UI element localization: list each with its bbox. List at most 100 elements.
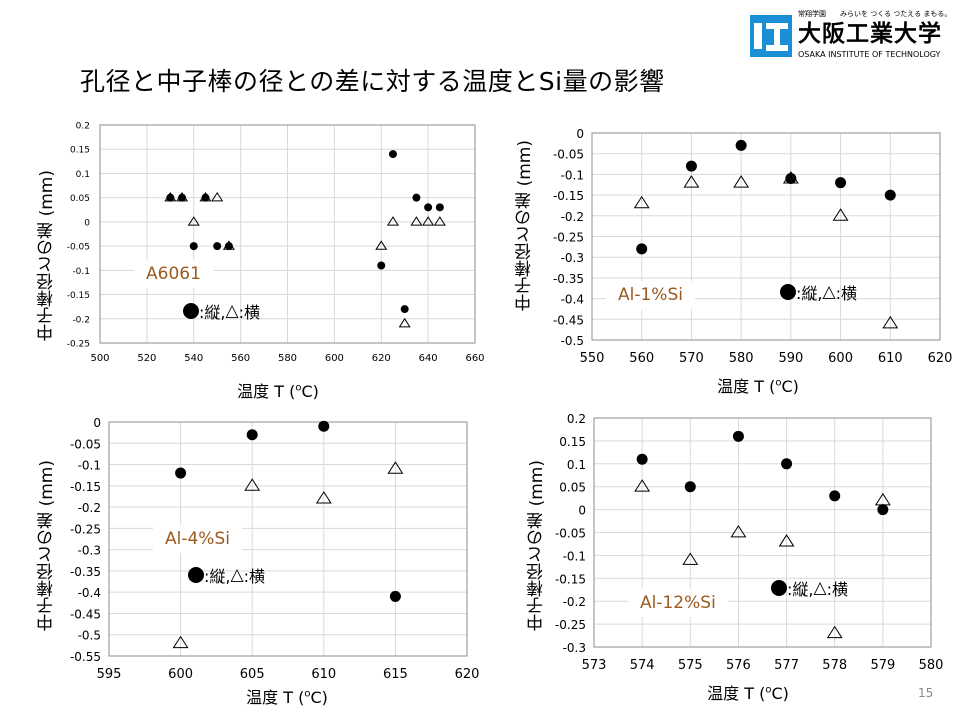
- y-tick-label: -0.2: [563, 595, 586, 609]
- chart-3-ylabel: 中子棒径との差 (mm): [37, 460, 57, 631]
- y-tick-label: 0: [84, 218, 90, 228]
- data-point-circle: [684, 481, 696, 493]
- x-tick-label: 575: [678, 658, 703, 673]
- y-tick-label: -0.2: [72, 315, 90, 325]
- data-point-triangle: [682, 552, 699, 565]
- x-tick-label: 595: [97, 667, 122, 682]
- triangle-marker-icon: △: [813, 578, 827, 598]
- y-tick-label: -0.05: [553, 148, 584, 162]
- y-tick-label: -0.1: [78, 459, 101, 473]
- y-tick-label: -0.1: [561, 168, 584, 182]
- x-tick-label: 500: [90, 353, 109, 364]
- data-point-triangle: [375, 240, 388, 250]
- circle-marker-icon: [188, 567, 204, 583]
- chart-3-xlabel: 温度 T (oC): [246, 688, 328, 707]
- data-point-circle: [732, 430, 744, 442]
- data-point-triangle: [211, 191, 224, 202]
- x-tick-label: 573: [582, 658, 607, 673]
- y-tick-label: -0.4: [561, 293, 584, 307]
- y-tick-label: -0.55: [70, 650, 101, 664]
- y-tick-label: -0.35: [70, 565, 101, 579]
- data-point-triangle: [882, 315, 899, 329]
- y-tick-label: 0.1: [567, 458, 586, 472]
- data-point-triangle: [199, 191, 212, 202]
- x-tick-label: 600: [325, 353, 344, 364]
- logo-tagline: 常翔学園 みらいを つくる つたえる まもる。: [798, 10, 952, 18]
- x-tick-label: 620: [372, 353, 391, 364]
- x-tick-label: 660: [465, 353, 484, 364]
- plot-frame: [593, 417, 932, 648]
- x-tick-label: 576: [726, 658, 751, 673]
- y-tick-label: -0.2: [561, 210, 584, 224]
- data-point-circle: [246, 429, 258, 441]
- data-point-circle: [435, 203, 444, 212]
- data-point-triangle: [398, 317, 411, 328]
- logo-name-en: OSAKA INSTITUTE OF TECHNOLOGY: [798, 50, 941, 59]
- y-tick-label: -0.05: [67, 243, 90, 253]
- triangle-marker-icon: △: [822, 282, 836, 302]
- y-tick-label: 0.15: [559, 435, 586, 449]
- x-tick-label: 570: [679, 351, 704, 366]
- y-tick-label: -0.5: [561, 334, 584, 348]
- y-tick-label: -0.1: [72, 267, 90, 277]
- data-point-triangle: [826, 625, 843, 639]
- data-point-triangle: [782, 171, 799, 184]
- data-point-triangle: [387, 461, 404, 474]
- chart-1-legend: :縦, △:横: [183, 299, 260, 323]
- y-tick-label: -0.5: [78, 629, 101, 643]
- chart-1-ylabel: 中子棒径との差 (mm): [37, 170, 57, 341]
- x-tick-label: 579: [870, 658, 895, 673]
- data-point-circle: [636, 453, 648, 465]
- plot-frame: [591, 132, 941, 341]
- data-point-circle: [213, 242, 222, 251]
- y-tick-label: -0.15: [553, 189, 584, 203]
- y-tick-label: 0.05: [559, 481, 586, 495]
- data-point-triangle: [164, 191, 177, 202]
- data-point-triangle: [633, 195, 650, 209]
- slide-title: 孔径と中子棒の径との差に対する温度とSi量の影響: [80, 67, 665, 96]
- y-tick-label: -0.3: [78, 544, 101, 558]
- data-point-triangle: [433, 216, 446, 226]
- y-tick-label: 0.2: [76, 122, 90, 132]
- y-tick-label: 0.1: [76, 170, 90, 180]
- data-point-triangle: [422, 216, 435, 226]
- triangle-marker-icon: △: [230, 565, 244, 585]
- plot-frame: [99, 124, 476, 344]
- logo-name-jp: 大阪工業大学: [798, 21, 942, 47]
- data-point-circle: [189, 242, 198, 251]
- y-tick-label: -0.45: [70, 607, 101, 621]
- x-tick-label: 590: [778, 351, 803, 366]
- circle-marker-icon: [771, 580, 787, 596]
- chart-4-legend: :縦, △:横: [771, 576, 848, 600]
- x-tick-label: 600: [828, 351, 853, 366]
- data-point-circle: [318, 420, 330, 432]
- chart-1-sample-label: A6061: [134, 260, 213, 288]
- x-tick-label: 577: [774, 658, 799, 673]
- chart-4-sample-label: Al-12%Si: [628, 589, 728, 617]
- data-point-triangle: [874, 492, 891, 506]
- data-point-circle: [412, 193, 421, 202]
- x-tick-label: 620: [455, 667, 480, 682]
- data-point-circle: [389, 590, 401, 602]
- data-point-circle: [735, 139, 747, 151]
- y-tick-label: 0: [93, 416, 101, 430]
- x-tick-label: 578: [822, 658, 847, 673]
- chart-4-xlabel: 温度 T (oC): [707, 684, 789, 703]
- y-tick-label: -0.05: [555, 527, 586, 541]
- data-point-circle: [400, 305, 409, 314]
- data-point-circle: [884, 189, 896, 201]
- data-point-circle: [424, 203, 433, 212]
- data-point-triangle: [730, 524, 747, 538]
- x-tick-label: 610: [311, 667, 336, 682]
- y-tick-label: -0.15: [67, 291, 90, 301]
- chart-2-ylabel: 中子棒径との差 (mm): [515, 140, 535, 311]
- data-point-triangle: [832, 208, 849, 221]
- x-tick-label: 574: [630, 658, 655, 673]
- chart-2-legend: :縦, △:横: [780, 280, 857, 304]
- x-tick-label: 560: [629, 351, 654, 366]
- x-tick-label: 615: [383, 667, 408, 682]
- y-tick-label: -0.4: [78, 586, 101, 600]
- chart-3-legend: :縦, △:横: [188, 563, 265, 587]
- data-point-triangle: [634, 479, 651, 492]
- data-point-triangle: [172, 635, 189, 649]
